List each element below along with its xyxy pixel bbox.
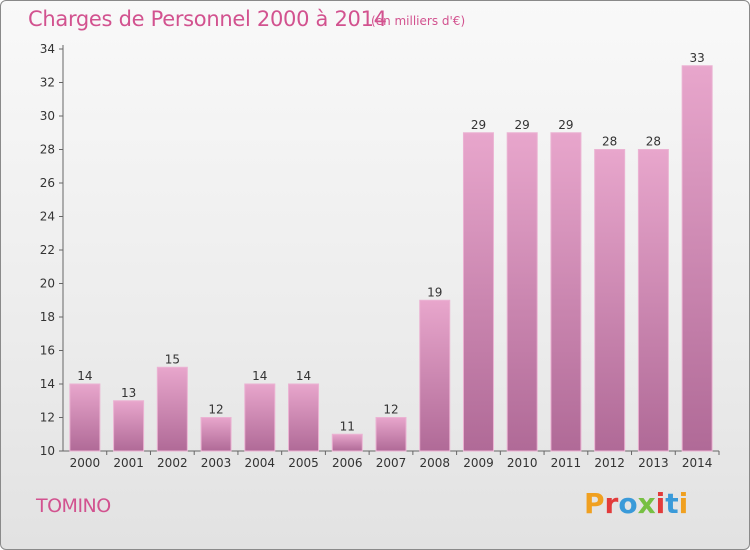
- bar: [69, 383, 101, 452]
- bar: [288, 383, 320, 452]
- chart-title: Charges de Personnel 2000 à 2014: [28, 7, 387, 31]
- bar: [681, 65, 713, 452]
- logo-letter: i: [655, 487, 666, 520]
- logo-letter: P: [584, 487, 605, 520]
- data-label: 14: [77, 369, 92, 383]
- x-tick-label: 2002: [157, 456, 188, 470]
- data-label: 12: [383, 403, 398, 417]
- bars: [69, 65, 713, 452]
- y-tick-label: 10: [40, 444, 55, 458]
- data-label: 29: [515, 118, 530, 132]
- logo-letter: t: [665, 487, 679, 520]
- axes: 10 12 14 16 18 20 22 24 26 28 30 32 34 2000 2001 2002 20…: [40, 42, 720, 470]
- logo-letter: x: [637, 487, 656, 520]
- bar: [331, 433, 363, 452]
- data-label: 15: [165, 352, 180, 366]
- data-label: 11: [340, 419, 355, 433]
- bar: [200, 417, 232, 452]
- bar: [594, 149, 626, 452]
- commune-name: TOMINO: [36, 495, 111, 517]
- x-tick-label: 2009: [463, 456, 494, 470]
- y-tick-label: 20: [40, 277, 55, 291]
- bar: [244, 383, 276, 452]
- logo-letter: i: [678, 487, 689, 520]
- x-tick-label: 2006: [332, 456, 363, 470]
- y-tick-label: 30: [40, 109, 55, 123]
- logo-letter: o: [618, 487, 638, 520]
- y-tick-label: 12: [40, 411, 55, 425]
- bar: [637, 149, 669, 452]
- data-label: 14: [252, 369, 267, 383]
- x-tick-label: 2010: [507, 456, 538, 470]
- bar: [156, 366, 188, 452]
- x-tick-label: 2008: [419, 456, 450, 470]
- proxiti-logo: Proxiti: [584, 487, 688, 520]
- y-tick-label: 24: [40, 210, 55, 224]
- y-tick-label: 32: [40, 76, 55, 90]
- bar: [419, 299, 451, 452]
- data-label: 19: [427, 285, 442, 299]
- logo-letter: r: [604, 487, 619, 520]
- x-tick-label: 2014: [682, 456, 713, 470]
- x-tick-label: 2001: [113, 456, 144, 470]
- data-label: 29: [558, 118, 573, 132]
- y-tick-label: 28: [40, 143, 55, 157]
- data-label: 29: [471, 118, 486, 132]
- x-tick-label: 2004: [245, 456, 276, 470]
- y-tick-label: 26: [40, 176, 55, 190]
- data-label: 28: [646, 135, 661, 149]
- data-labels: 14 13 15 12 14 14 11 12 19 29 29 29 28 28 33: [77, 51, 705, 434]
- data-label: 13: [121, 386, 136, 400]
- bar: [113, 400, 145, 452]
- chart-unit: (en milliers d'€): [371, 14, 466, 28]
- bar: [550, 132, 582, 452]
- x-tick-label: 2003: [201, 456, 232, 470]
- x-tick-label: 2005: [288, 456, 319, 470]
- data-label: 33: [689, 51, 704, 65]
- x-tick-label: 2000: [70, 456, 101, 470]
- x-tick-label: 2012: [594, 456, 625, 470]
- bar: [506, 132, 538, 452]
- data-label: 12: [208, 403, 223, 417]
- data-label: 28: [602, 135, 617, 149]
- x-tick-label: 2011: [551, 456, 582, 470]
- y-tick-label: 14: [40, 377, 55, 391]
- x-tick-label: 2007: [376, 456, 407, 470]
- y-tick-label: 18: [40, 310, 55, 324]
- y-tick-label: 22: [40, 243, 55, 257]
- bar: [462, 132, 494, 452]
- y-tick-label: 34: [40, 42, 55, 56]
- y-tick-label: 16: [40, 344, 55, 358]
- bar: [375, 417, 407, 452]
- x-tick-label: 2013: [638, 456, 669, 470]
- data-label: 14: [296, 369, 311, 383]
